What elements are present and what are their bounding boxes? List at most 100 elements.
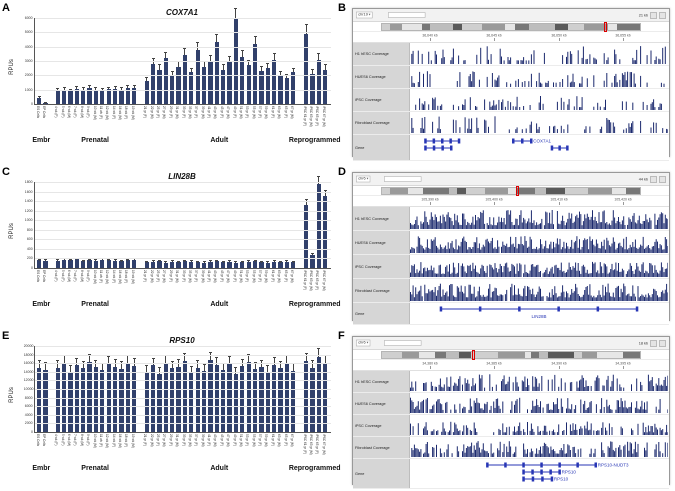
bar — [221, 370, 226, 432]
coverage-bar — [573, 106, 575, 110]
group-label: Adult — [210, 464, 229, 472]
coverage-bar — [611, 427, 613, 435]
coverage-bar — [421, 53, 423, 64]
gene-track: Gene LIN28B — [353, 303, 669, 325]
coverage-bar — [525, 240, 527, 253]
coverage-bar — [625, 295, 627, 301]
coverage-bar — [482, 409, 484, 413]
coverage-bar — [468, 266, 470, 277]
gene-track-data: COX7A1 — [410, 135, 669, 160]
coverage-bar — [447, 271, 449, 277]
x-tick: 10 wk (M) — [92, 433, 97, 463]
coverage-bar — [501, 381, 502, 391]
coverage-bar — [456, 215, 458, 229]
coverage-bar — [657, 295, 658, 301]
coverage-bar — [664, 268, 666, 277]
coverage-bar — [436, 386, 437, 391]
coverage-bar — [421, 223, 423, 229]
coverage-bar — [560, 220, 562, 229]
coverage-bar — [637, 443, 639, 457]
coverage-bar — [412, 50, 414, 64]
coverage-bar — [612, 237, 614, 253]
coverage-bar — [454, 404, 456, 413]
error-bar — [318, 54, 320, 60]
x-tick-label: 19 wk (M) — [130, 434, 134, 448]
x-tick: iPSC 61 yr (F) — [303, 433, 307, 463]
track-data — [410, 255, 669, 278]
error-bar-cap — [323, 64, 327, 66]
coverage-bar — [564, 272, 566, 277]
ideogram-band — [423, 188, 450, 194]
bar-slot — [81, 18, 86, 104]
coverage-bar — [658, 378, 660, 391]
x-tick-label: 5 wk (F) — [60, 434, 64, 446]
x-tick: EP Cells — [42, 433, 46, 463]
coverage-bar — [660, 245, 662, 253]
coverage-bar — [540, 96, 541, 110]
coverage-bar — [530, 239, 532, 253]
bar — [303, 33, 309, 104]
coverage-bar — [477, 402, 479, 413]
coverage-bar — [476, 106, 478, 110]
x-tick-label: 53 yr (F) — [245, 106, 249, 118]
coverage-bar — [612, 270, 614, 277]
coverage-bar — [597, 295, 599, 301]
gridline — [35, 389, 331, 390]
coverage-bar — [423, 399, 424, 413]
coverage-bar — [571, 81, 573, 87]
coverage-bar — [498, 428, 500, 435]
coverage-bar — [563, 444, 565, 457]
coverage-bar — [543, 52, 545, 64]
coverage-bar — [620, 224, 622, 229]
coverage-bar — [659, 270, 661, 277]
coverage-bar — [441, 247, 443, 253]
coverage-bar — [616, 82, 618, 87]
coverage-bar — [447, 212, 449, 229]
bar — [201, 370, 207, 432]
error-bar — [222, 65, 224, 70]
coverage-bar — [523, 245, 525, 253]
coverage-bar — [551, 409, 553, 413]
error-bar — [235, 9, 237, 20]
coverage-bar — [480, 268, 482, 277]
error-bar-cap — [323, 189, 327, 191]
coverage-bar — [651, 246, 653, 253]
coverage-bar — [495, 248, 497, 253]
ideogram-band — [453, 24, 462, 30]
ideogram-band — [574, 352, 583, 358]
coverage-bar — [586, 421, 588, 435]
x-tick-label: 41 yr (F) — [206, 270, 211, 282]
coverage-bar — [490, 297, 492, 301]
coverage-bar — [616, 221, 618, 229]
error-bar-cap — [323, 355, 327, 357]
coverage-bar — [511, 401, 513, 413]
coverage-bar — [595, 431, 597, 435]
gene-models: LIN28B — [439, 306, 639, 319]
coverage-bar — [511, 244, 513, 253]
coverage-bar — [667, 129, 668, 133]
ideogram-band — [548, 352, 575, 358]
bar — [278, 262, 283, 268]
coverage-bar — [419, 409, 421, 413]
coverage-bar — [619, 445, 621, 457]
error-bar — [267, 63, 269, 69]
coverage-bar — [616, 270, 618, 277]
bar — [284, 261, 290, 268]
coverage-bar — [429, 269, 431, 277]
coverage-bar — [426, 293, 428, 301]
coverage-bar — [562, 431, 564, 435]
coverage-bar — [549, 212, 551, 229]
coverage-bar — [502, 401, 504, 413]
coverage-bar — [621, 292, 623, 301]
coverage-bar — [634, 60, 636, 64]
coverage-bar — [437, 399, 439, 413]
coverage-bar — [562, 285, 564, 301]
coverage-bar — [558, 267, 560, 277]
ideogram-band — [514, 24, 529, 30]
ideogram-row — [353, 350, 669, 360]
coverage-bar — [666, 218, 668, 229]
bar — [252, 369, 258, 432]
coverage-bar — [657, 429, 658, 435]
ruler-tick-label: 34,385 kb — [486, 361, 502, 366]
coverage-bar — [586, 213, 588, 229]
